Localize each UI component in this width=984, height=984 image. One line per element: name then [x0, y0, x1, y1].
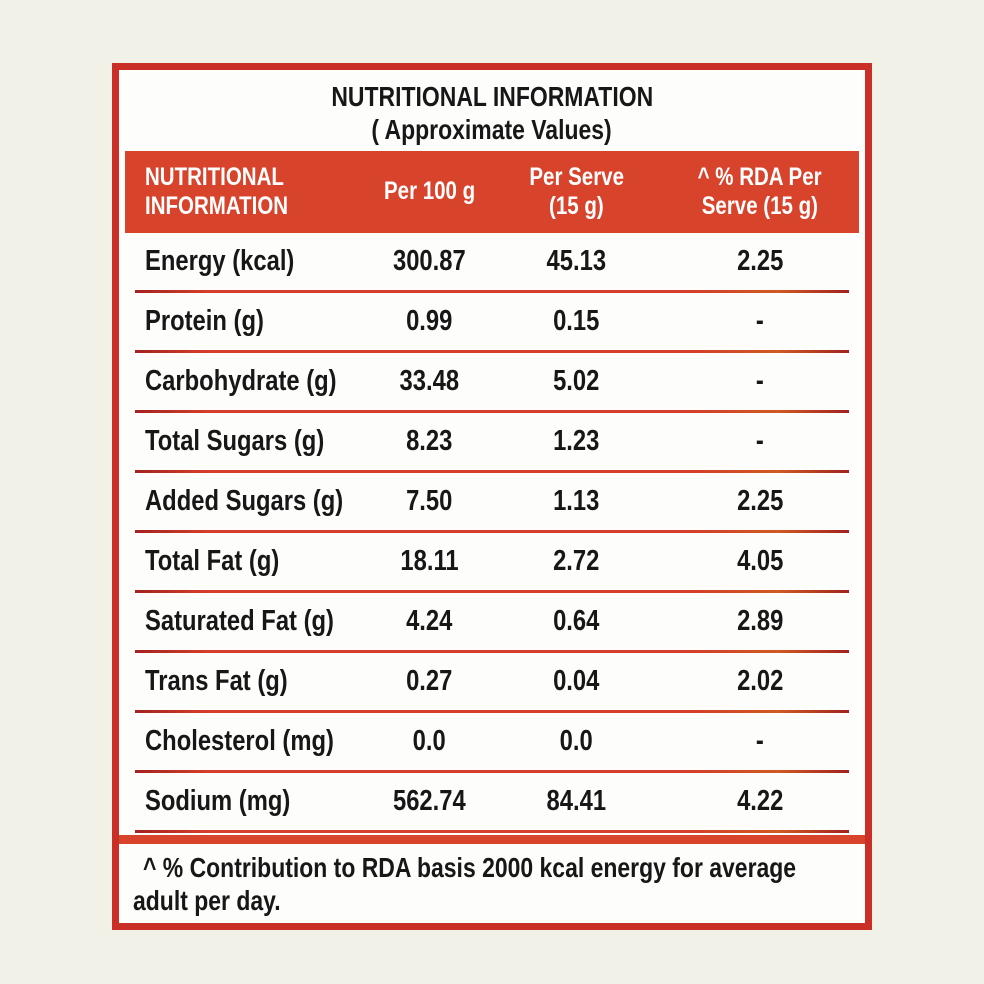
- value-per-100g: 33.48: [399, 364, 460, 397]
- value-per-100g: 0.99: [406, 304, 453, 337]
- label-title: NUTRITIONAL INFORMATION ( Approximate Va…: [125, 76, 859, 151]
- row-label: Total Sugars (g): [145, 424, 325, 457]
- nutrition-label-card: NUTRITIONAL INFORMATION ( Approximate Va…: [112, 63, 872, 930]
- value-rda-per-serve: 4.22: [736, 784, 784, 817]
- row-label: Total Fat (g): [145, 544, 280, 577]
- table-row-cholesterol: Cholesterol (mg) 0.0 0.0 -: [125, 713, 859, 770]
- value-rda-per-serve: 2.25: [736, 484, 784, 517]
- row-label: Trans Fat (g): [145, 664, 288, 697]
- table-row-sodium: Sodium (mg) 562.74 84.41 4.22: [125, 773, 859, 830]
- value-per-serve: 0.0: [559, 724, 593, 757]
- table-row-total-fat: Total Fat (g) 18.11 2.72 4.05: [125, 533, 859, 590]
- value-per-100g: 0.27: [406, 664, 453, 697]
- value-per-serve: 45.13: [546, 244, 607, 277]
- value-per-100g: 0.0: [413, 724, 447, 757]
- row-divider: [135, 829, 849, 833]
- row-divider: [135, 529, 849, 533]
- value-per-serve: 0.04: [553, 664, 600, 697]
- table-row-trans-fat: Trans Fat (g) 0.27 0.04 2.02: [125, 653, 859, 710]
- row-label: Added Sugars (g): [145, 484, 344, 517]
- value-rda-per-serve: -: [755, 364, 764, 397]
- value-per-serve: 84.41: [546, 784, 607, 817]
- value-per-100g: 18.11: [400, 544, 459, 577]
- table-row-added-sugars: Added Sugars (g) 7.50 1.13 2.25: [125, 473, 859, 530]
- footer-separator-band: [119, 834, 865, 845]
- value-per-serve: 1.13: [553, 484, 600, 517]
- value-per-serve: 0.15: [553, 304, 600, 337]
- label-title-line2: ( Approximate Values): [371, 114, 613, 146]
- value-per-serve: 0.64: [553, 604, 600, 637]
- table-row-protein: Protein (g) 0.99 0.15 -: [125, 293, 859, 350]
- header-col-rda-per-serve: ^ % RDA Per Serve (15 g): [697, 163, 822, 220]
- row-divider: [135, 469, 849, 473]
- row-label: Energy (kcal): [145, 244, 295, 277]
- table-header: NUTRITIONAL INFORMATION Per 100 g Per Se…: [125, 150, 859, 233]
- value-rda-per-serve: 2.02: [736, 664, 784, 697]
- row-divider: [135, 289, 849, 293]
- row-label: Cholesterol (mg): [145, 724, 334, 757]
- row-divider: [135, 409, 849, 413]
- value-per-100g: 300.87: [393, 244, 466, 277]
- table-row-energy: Energy (kcal) 300.87 45.13 2.25: [125, 233, 859, 290]
- value-rda-per-serve: -: [755, 724, 764, 757]
- row-label: Carbohydrate (g): [145, 364, 337, 397]
- value-rda-per-serve: -: [755, 304, 764, 337]
- row-label: Protein (g): [145, 304, 264, 337]
- label-title-line1: NUTRITIONAL INFORMATION: [331, 81, 653, 113]
- rda-footnote-line1: ^ % Contribution to RDA basis 2000 kcal …: [143, 852, 797, 884]
- value-rda-per-serve: 2.25: [736, 244, 784, 277]
- value-per-100g: 7.50: [406, 484, 453, 517]
- row-divider: [135, 769, 849, 773]
- header-col-per-100g: Per 100 g: [384, 177, 476, 206]
- row-divider: [135, 709, 849, 713]
- table-row-carbohydrate: Carbohydrate (g) 33.48 5.02 -: [125, 353, 859, 410]
- row-divider: [135, 349, 849, 353]
- row-label: Sodium (mg): [145, 784, 291, 817]
- value-per-serve: 1.23: [553, 424, 600, 457]
- rda-footnote-line2: adult per day.: [133, 884, 281, 916]
- table-row-saturated-fat: Saturated Fat (g) 4.24 0.64 2.89: [125, 593, 859, 650]
- rda-footnote: ^ % Contribution to RDA basis 2000 kcal …: [125, 844, 859, 917]
- value-rda-per-serve: 2.89: [736, 604, 784, 637]
- row-divider: [135, 589, 849, 593]
- row-label: Saturated Fat (g): [145, 604, 334, 637]
- table-row-total-sugars: Total Sugars (g) 8.23 1.23 -: [125, 413, 859, 470]
- row-divider: [135, 649, 849, 653]
- header-col-nutritional-information: NUTRITIONAL INFORMATION: [145, 163, 289, 220]
- value-per-100g: 562.74: [393, 784, 466, 817]
- table-body: Energy (kcal) 300.87 45.13 2.25 Protein …: [125, 233, 859, 833]
- value-rda-per-serve: -: [755, 424, 764, 457]
- value-per-100g: 8.23: [406, 424, 453, 457]
- value-per-serve: 5.02: [553, 364, 600, 397]
- value-per-100g: 4.24: [406, 604, 453, 637]
- value-rda-per-serve: 4.05: [736, 544, 784, 577]
- header-col-per-serve: Per Serve (15 g): [529, 163, 624, 220]
- value-per-serve: 2.72: [553, 544, 600, 577]
